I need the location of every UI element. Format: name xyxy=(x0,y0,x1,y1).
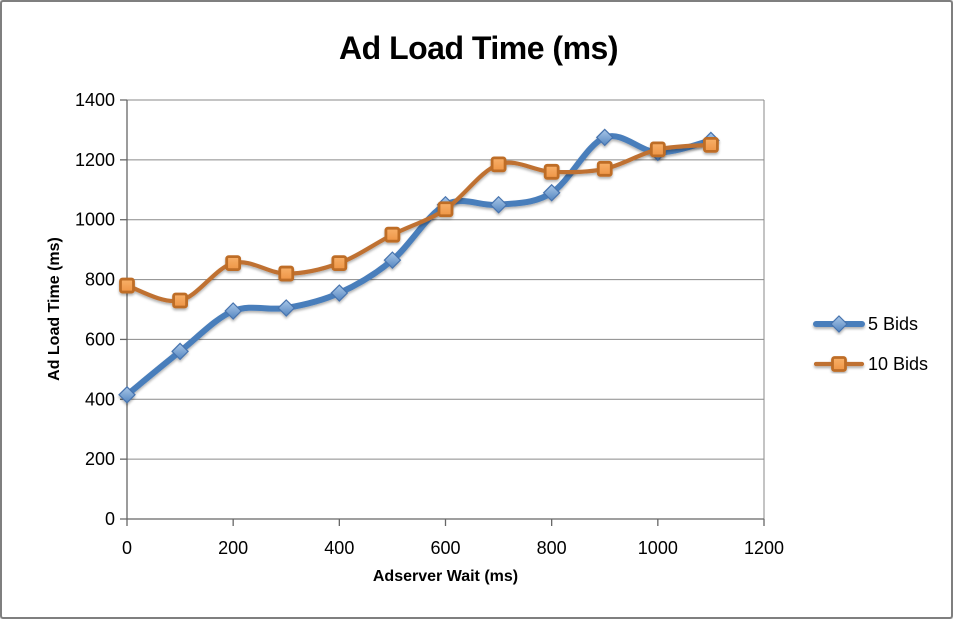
legend-item-10-bids xyxy=(813,356,865,372)
x-tick-label-600: 600 xyxy=(430,538,460,558)
marker-5-bids-0 xyxy=(118,385,136,404)
y-tick-label-1200: 1200 xyxy=(75,150,115,170)
chart-title: Ad Load Time (ms) xyxy=(339,30,618,66)
legend-label-2: 10 Bids xyxy=(868,354,928,374)
y-tick-label-400: 400 xyxy=(85,389,115,409)
marker-5-bids-500 xyxy=(383,251,402,269)
series-line-2 xyxy=(124,142,713,304)
marker-10-bids-1000 xyxy=(649,141,666,158)
marker-10-bids-100 xyxy=(172,292,188,309)
marker-10-bids-600 xyxy=(437,201,454,218)
marker-10-bids-200 xyxy=(225,255,242,272)
x-tick-label-1000: 1000 xyxy=(638,538,678,558)
marker-10-bids-300 xyxy=(278,265,295,282)
x-tick-label-1200: 1200 xyxy=(744,538,784,558)
marker-5-bids-400 xyxy=(330,284,349,302)
marker-10-bids-900 xyxy=(596,160,613,177)
marker-10-bids-800 xyxy=(543,163,560,180)
y-tick-label-800: 800 xyxy=(85,270,115,290)
marker-5-bids-700 xyxy=(489,195,508,214)
marker-10-bids-500 xyxy=(384,226,401,243)
legend-swatch-marker xyxy=(831,356,847,372)
marker-5-bids-300 xyxy=(277,299,296,317)
marker-5-bids-100 xyxy=(171,342,189,361)
y-tick-label-600: 600 xyxy=(85,329,115,349)
legend-item-5-bids xyxy=(813,315,865,333)
marker-10-bids-0 xyxy=(119,277,135,294)
y-tick-label-1000: 1000 xyxy=(75,210,115,230)
legend-swatch-marker xyxy=(830,315,848,333)
x-tick-label-800: 800 xyxy=(537,538,567,558)
y-tick-label-0: 0 xyxy=(105,509,115,529)
x-axis-title: Adserver Wait (ms) xyxy=(372,568,519,585)
marker-10-bids-1100 xyxy=(703,136,719,153)
marker-10-bids-400 xyxy=(331,255,348,272)
y-tick-label-200: 200 xyxy=(85,449,115,469)
legend-label-1: 5 Bids xyxy=(868,314,918,334)
series-10-bids xyxy=(119,136,719,309)
x-tick-label-400: 400 xyxy=(324,538,354,558)
series-line-1 xyxy=(124,133,714,398)
x-tick-label-0: 0 xyxy=(122,538,132,558)
y-tick-label-1400: 1400 xyxy=(75,90,115,110)
marker-5-bids-200 xyxy=(224,302,243,320)
marker-5-bids-800 xyxy=(542,183,561,202)
series-5-bids xyxy=(118,128,720,404)
marker-5-bids-900 xyxy=(595,128,614,147)
marker-10-bids-700 xyxy=(490,156,507,173)
x-tick-label-200: 200 xyxy=(218,538,248,558)
